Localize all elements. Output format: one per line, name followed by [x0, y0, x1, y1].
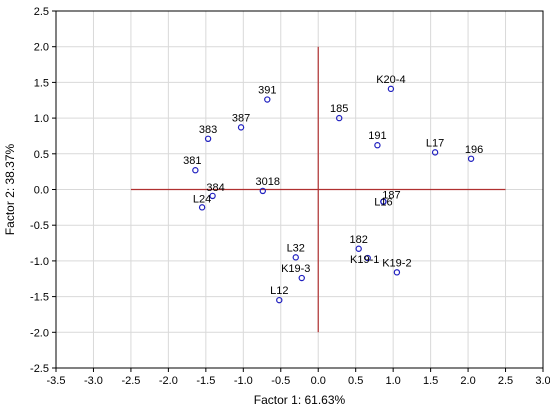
y-tick-label: 1.5: [34, 77, 49, 89]
point-marker: [264, 96, 271, 103]
point-marker: [374, 142, 381, 149]
point-marker: [336, 114, 343, 122]
y-tick-label: -0.5: [30, 220, 49, 232]
point-marker: [237, 124, 245, 131]
data-point: K20-4: [376, 74, 406, 93]
point-marker: [431, 149, 439, 156]
point-marker: [204, 135, 212, 143]
data-point: L24: [193, 193, 211, 211]
data-point: 384: [206, 182, 225, 200]
y-tick-label: -2.0: [30, 327, 49, 339]
y-axis-label: Factor 2: 38.37%: [3, 143, 17, 235]
x-tick-label: 0.5: [348, 375, 363, 387]
point-label: 187: [382, 190, 400, 202]
data-point: 383: [199, 124, 217, 143]
y-tick-label: -1.0: [30, 256, 49, 268]
point-marker: [209, 192, 216, 200]
data-point: L32: [287, 242, 305, 261]
point-label: L24: [193, 193, 211, 205]
x-tick-label: 2.5: [498, 375, 513, 387]
x-tick-label: 1.0: [386, 375, 401, 387]
x-tick-label: 3.0: [535, 375, 550, 387]
data-point: 182: [350, 234, 368, 252]
y-tick-label: -2.5: [30, 363, 49, 375]
point-marker: [467, 155, 475, 162]
point-label: 383: [199, 124, 217, 136]
data-point: 3018: [256, 176, 280, 195]
y-tick-label: -1.5: [30, 292, 49, 304]
y-tick-label: 2.5: [34, 6, 49, 18]
data-point: K19-1: [350, 254, 379, 266]
point-marker: [393, 269, 401, 276]
data-point: 381: [183, 155, 202, 174]
point-label: 191: [368, 130, 386, 142]
data-point: L12: [270, 285, 288, 304]
y-axis-ticks: 2.5 2.0 1.5 1.0 0.5 0.0 -0.5 -1.0 -1.5 -2.0 -2.5: [30, 6, 56, 375]
point-marker: [364, 254, 371, 262]
point-marker: [198, 204, 206, 211]
y-tick-label: 2.0: [34, 42, 49, 54]
x-tick-label: 1.5: [423, 375, 438, 387]
point-label: K19-3: [281, 263, 310, 275]
y-tick-label: 1.0: [34, 113, 49, 125]
x-axis-ticks: -3.5 -3.0 -2.5 -2.0 -1.5 -1.0 -0.5 0.0 0.5 1.0 1.5…: [47, 368, 550, 387]
data-point: L16: [374, 197, 392, 209]
point-marker: [298, 274, 305, 282]
point-marker: [259, 187, 266, 195]
point-label: 3018: [256, 176, 280, 188]
x-tick-label: 0.0: [311, 375, 326, 387]
point-label: 384: [206, 182, 224, 194]
data-point: 196: [465, 144, 483, 162]
data-point: 191: [368, 130, 387, 149]
x-tick-label: -3.5: [47, 375, 66, 387]
point-marker: [380, 198, 387, 205]
point-label: 182: [350, 234, 368, 246]
x-tick-label: -0.5: [271, 375, 290, 387]
data-point: 185: [330, 103, 348, 122]
point-marker: [355, 245, 362, 252]
x-tick-label: -2.5: [121, 375, 140, 387]
x-tick-label: -3.0: [84, 375, 103, 387]
x-tick-label: -1.0: [234, 375, 253, 387]
point-label: K19-1: [350, 254, 379, 266]
x-axis-label: Factor 1: 61.63%: [254, 393, 346, 407]
point-label: L16: [374, 197, 392, 209]
point-marker: [276, 296, 283, 304]
x-tick-label: -1.5: [196, 375, 215, 387]
data-point: 391: [258, 85, 276, 103]
point-label: L12: [270, 285, 288, 297]
data-point: 387: [232, 112, 250, 131]
data-point: K19-3: [281, 263, 310, 282]
x-tick-label: -2.0: [159, 375, 178, 387]
point-label: L32: [287, 242, 305, 254]
point-label: L17: [426, 137, 444, 149]
y-tick-label: 0.0: [34, 185, 49, 197]
reference-lines: [130, 46, 506, 333]
point-label: K20-4: [376, 74, 405, 86]
point-label: K19-2: [382, 257, 411, 269]
point-label: 387: [232, 112, 250, 124]
point-marker: [292, 254, 299, 261]
point-label: 381: [183, 155, 201, 167]
point-marker: [387, 85, 395, 93]
y-tick-label: 0.5: [34, 149, 49, 161]
point-label: 196: [465, 144, 483, 156]
data-point: L17: [426, 137, 444, 156]
point-label: 391: [258, 85, 276, 97]
point-marker: [192, 167, 199, 174]
x-tick-label: 2.0: [460, 375, 475, 387]
point-label: 185: [330, 103, 348, 115]
data-point: K19-2: [382, 257, 412, 276]
